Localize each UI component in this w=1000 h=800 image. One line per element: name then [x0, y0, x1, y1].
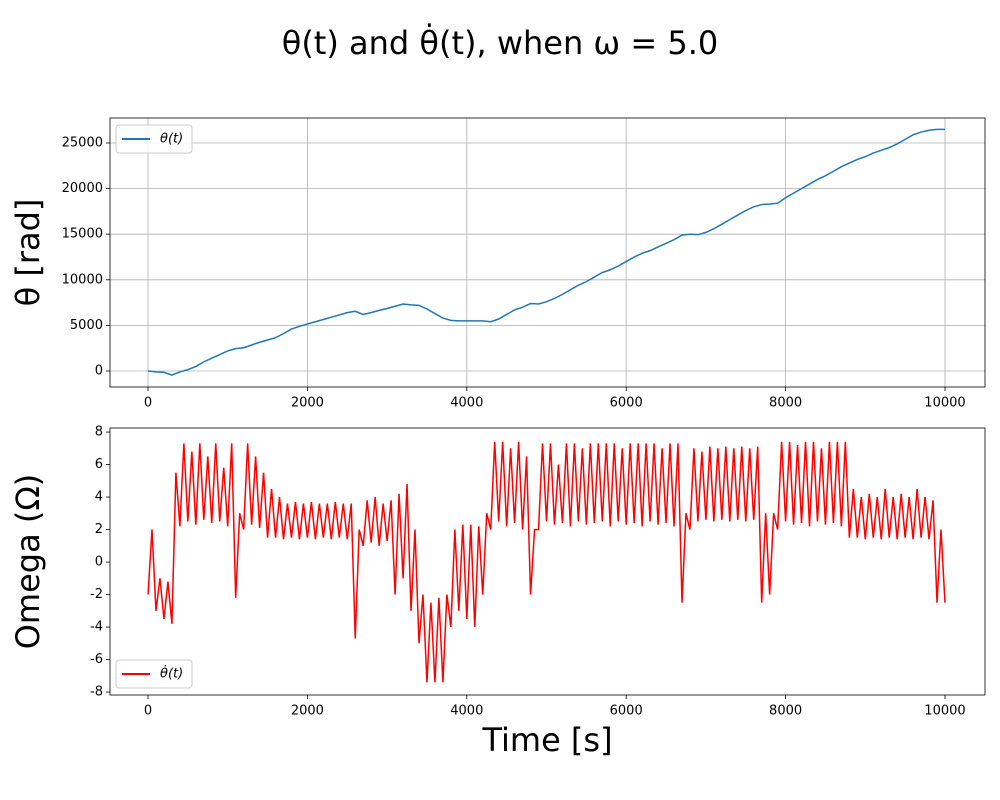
x-tick-label: 8000	[769, 396, 802, 411]
y-axis-label: θ [rad]	[9, 199, 47, 307]
x-tick-label: 2000	[291, 704, 324, 719]
y-tick-label: 4	[95, 490, 103, 505]
y-tick-label: 2	[95, 522, 103, 537]
x-axis-label: Time [s]	[481, 721, 612, 759]
y-tick-label: 25000	[62, 135, 103, 150]
y-tick-label: 20000	[62, 181, 103, 196]
y-axis-label: Omega (Ω)	[9, 474, 47, 650]
y-tick-label: 15000	[62, 227, 103, 242]
y-tick-label: -6	[90, 652, 103, 667]
legend-label: θ̇(t)	[160, 665, 183, 681]
y-tick-label: 0	[95, 364, 103, 379]
x-tick-label: 10000	[924, 396, 965, 411]
x-tick-label: 6000	[610, 704, 643, 719]
y-tick-label: 5000	[70, 318, 103, 333]
data-line	[147, 128, 945, 376]
legend-box	[115, 124, 193, 154]
y-tick-label: -4	[90, 620, 103, 635]
x-tick-label: 0	[144, 396, 152, 411]
axes-frame	[109, 427, 986, 696]
y-tick-label: -8	[90, 685, 103, 700]
x-tick-label: 4000	[450, 704, 483, 719]
data-line	[147, 441, 946, 683]
legend-box	[115, 659, 193, 689]
x-tick-label: 10000	[924, 704, 965, 719]
axes-frame	[109, 117, 986, 388]
legend-label: θ(t)	[160, 132, 183, 147]
y-tick-label: 6	[95, 457, 103, 472]
x-tick-label: 4000	[450, 396, 483, 411]
x-tick-label: 0	[144, 704, 152, 719]
x-tick-label: 2000	[291, 396, 324, 411]
y-tick-label: -2	[90, 587, 103, 602]
y-tick-label: 0	[95, 555, 103, 570]
x-tick-label: 8000	[769, 704, 802, 719]
x-tick-label: 6000	[610, 396, 643, 411]
figure-title: θ(t) and θ̇(t), when ω = 5.0	[282, 23, 719, 62]
y-tick-label: 10000	[62, 272, 103, 287]
y-tick-label: 8	[95, 425, 103, 440]
